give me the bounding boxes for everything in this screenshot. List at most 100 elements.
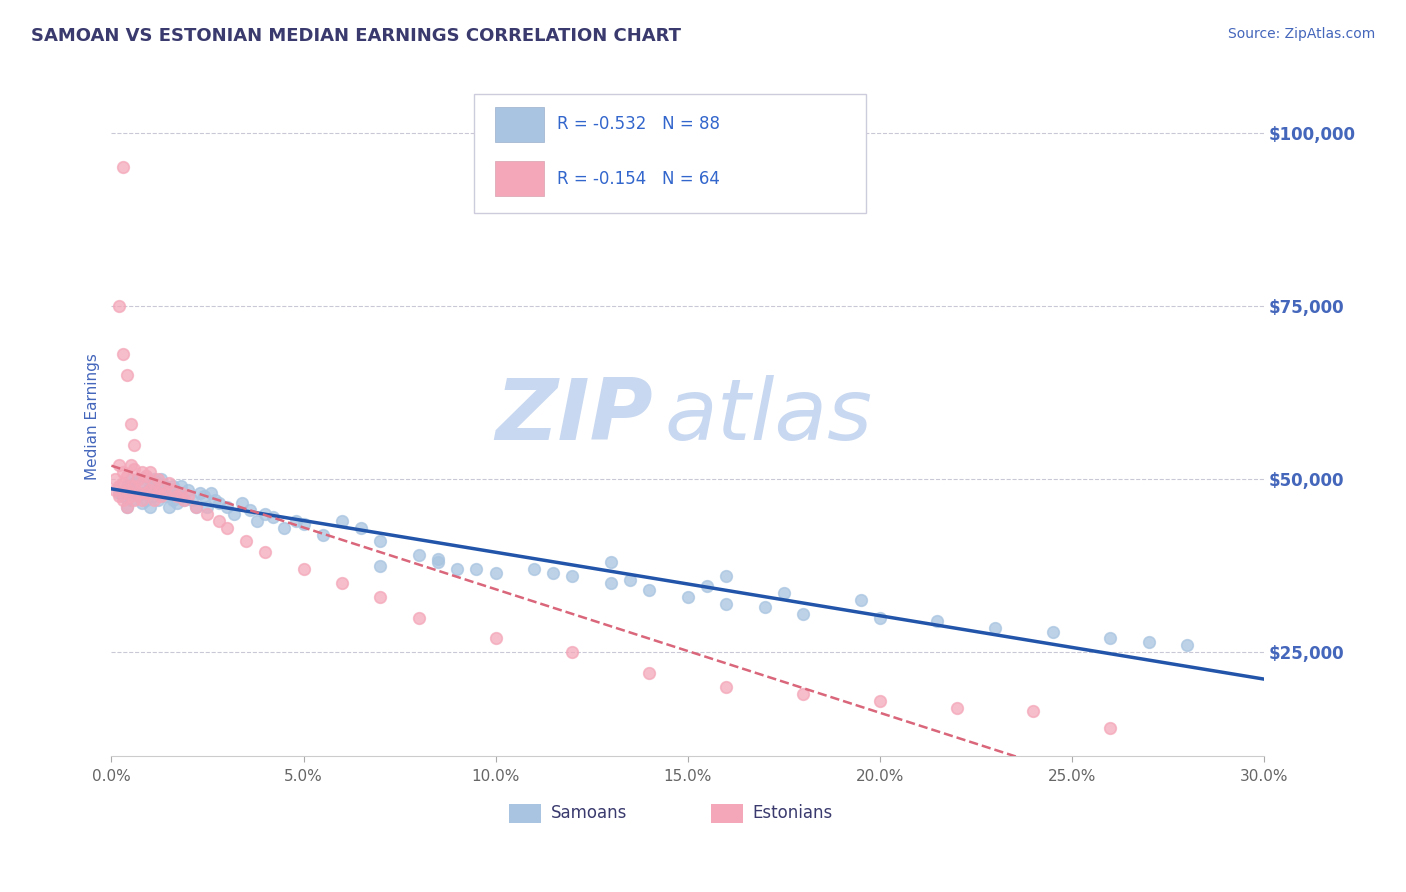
Point xyxy=(200,486,222,500)
Point xyxy=(108,479,131,493)
Point xyxy=(224,507,246,521)
Point xyxy=(142,492,165,507)
Point xyxy=(127,472,149,486)
Point xyxy=(153,490,176,504)
Text: R = -0.532   N = 88: R = -0.532 N = 88 xyxy=(557,115,720,133)
FancyBboxPatch shape xyxy=(495,161,544,196)
Point xyxy=(139,479,162,493)
Point xyxy=(561,645,583,659)
Point xyxy=(150,490,173,504)
Point xyxy=(153,479,176,493)
Point xyxy=(127,472,149,486)
Point xyxy=(181,492,204,507)
Point xyxy=(714,569,737,583)
Point xyxy=(484,632,506,646)
Point xyxy=(184,500,207,514)
Point xyxy=(131,486,153,500)
Point xyxy=(150,472,173,486)
Point xyxy=(139,483,162,497)
Point xyxy=(131,475,153,490)
Point xyxy=(131,465,153,479)
Point xyxy=(523,562,546,576)
Point xyxy=(714,680,737,694)
Point xyxy=(169,479,191,493)
Point xyxy=(1022,704,1045,718)
Point xyxy=(115,479,138,493)
Point xyxy=(541,566,564,580)
Point xyxy=(169,486,191,500)
FancyBboxPatch shape xyxy=(711,804,742,822)
Point xyxy=(115,500,138,514)
Point xyxy=(714,597,737,611)
Point xyxy=(166,496,188,510)
Point xyxy=(945,700,967,714)
Point xyxy=(135,492,157,507)
Text: Samoans: Samoans xyxy=(551,805,627,822)
Point xyxy=(408,610,430,624)
Point xyxy=(124,475,146,490)
Point xyxy=(188,486,211,500)
Point xyxy=(173,492,195,507)
Point xyxy=(177,490,200,504)
Point xyxy=(984,621,1007,635)
Point xyxy=(193,490,215,504)
Point xyxy=(120,458,142,473)
Point xyxy=(166,486,188,500)
Point xyxy=(262,510,284,524)
Point xyxy=(124,462,146,476)
Text: ZIP: ZIP xyxy=(495,376,654,458)
Point xyxy=(120,417,142,431)
Point xyxy=(157,500,180,514)
Point xyxy=(849,593,872,607)
Point xyxy=(208,496,231,510)
Point xyxy=(162,479,184,493)
Text: Source: ZipAtlas.com: Source: ZipAtlas.com xyxy=(1227,27,1375,41)
Point xyxy=(696,579,718,593)
Point xyxy=(197,500,219,514)
Point xyxy=(273,520,295,534)
Point xyxy=(370,558,392,573)
Text: SAMOAN VS ESTONIAN MEDIAN EARNINGS CORRELATION CHART: SAMOAN VS ESTONIAN MEDIAN EARNINGS CORRE… xyxy=(31,27,681,45)
Point xyxy=(115,500,138,514)
Point xyxy=(157,483,180,497)
Point xyxy=(638,582,661,597)
Point xyxy=(619,573,641,587)
Point xyxy=(1137,635,1160,649)
Point xyxy=(111,492,134,507)
Point xyxy=(330,576,353,591)
Point xyxy=(1099,722,1122,736)
Point xyxy=(1175,638,1198,652)
Point xyxy=(150,479,173,493)
Point xyxy=(115,368,138,383)
Point xyxy=(561,569,583,583)
Point xyxy=(108,486,131,500)
Point xyxy=(153,486,176,500)
Point xyxy=(139,500,162,514)
Point xyxy=(104,483,127,497)
Point xyxy=(111,490,134,504)
Point xyxy=(792,687,814,701)
Point xyxy=(239,503,262,517)
Point xyxy=(111,465,134,479)
Point xyxy=(131,479,153,493)
Point xyxy=(197,507,219,521)
Point xyxy=(120,479,142,493)
Point xyxy=(146,492,169,507)
Point xyxy=(484,566,506,580)
Point xyxy=(131,492,153,507)
Point xyxy=(215,520,238,534)
Point xyxy=(120,490,142,504)
Point xyxy=(162,483,184,497)
Point xyxy=(108,299,131,313)
Point xyxy=(638,666,661,681)
Text: Estonians: Estonians xyxy=(752,805,832,822)
Point xyxy=(927,614,949,628)
Y-axis label: Median Earnings: Median Earnings xyxy=(86,353,100,480)
Point xyxy=(124,479,146,493)
Point xyxy=(111,161,134,175)
Point xyxy=(157,475,180,490)
Point xyxy=(120,492,142,507)
Point xyxy=(204,492,226,507)
Point xyxy=(162,492,184,507)
Point xyxy=(115,483,138,497)
